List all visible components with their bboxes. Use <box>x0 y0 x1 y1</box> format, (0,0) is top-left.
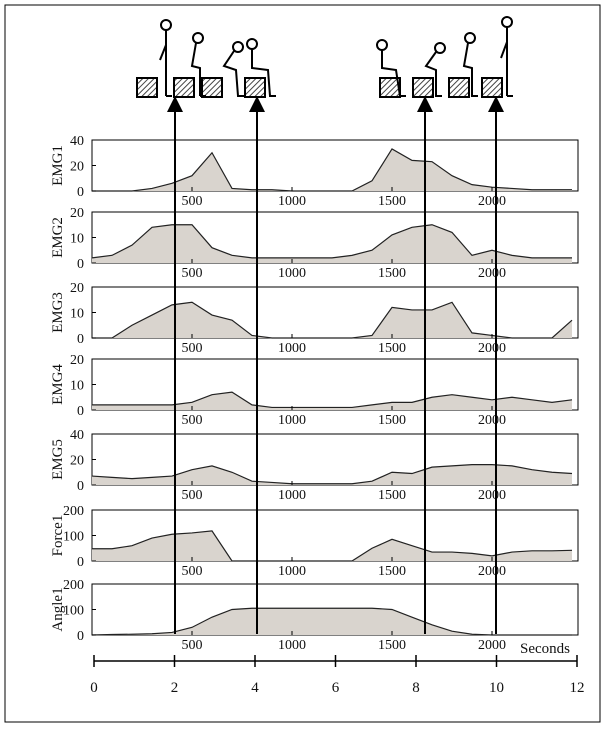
area-fill <box>92 530 572 561</box>
y-tick-label: 0 <box>77 257 84 272</box>
y-tick-label: 10 <box>70 379 84 394</box>
x-tick-label: 500 <box>182 488 203 503</box>
x-tick-label: 500 <box>182 266 203 281</box>
x-tick-label: 500 <box>182 341 203 356</box>
x-tick-label: 6 <box>332 680 340 696</box>
y-axis-label: EMG4 <box>50 364 66 405</box>
plot-frame <box>91 139 579 192</box>
y-tick-label: 20 <box>70 454 84 469</box>
y-tick-label: 20 <box>70 160 84 175</box>
x-tick-label: 1000 <box>278 266 306 281</box>
x-tick-label: 2000 <box>478 413 506 428</box>
y-axis-label: EMG3 <box>50 292 66 333</box>
x-tick-label: 8 <box>412 680 420 696</box>
y-tick-label: 10 <box>70 232 84 247</box>
area-fill <box>92 464 572 485</box>
y-tick-label: 20 <box>70 353 84 368</box>
x-tick-label: 1500 <box>378 413 406 428</box>
x-tick-label: 500 <box>182 638 203 653</box>
x-tick-label: 4 <box>251 680 259 696</box>
area-fill <box>92 392 572 410</box>
x-tick-label: 1000 <box>278 413 306 428</box>
y-tick-label: 0 <box>77 629 84 644</box>
x-tick-label: 2000 <box>478 638 506 653</box>
arrows <box>167 96 504 634</box>
y-axis-label: EMG1 <box>50 145 66 186</box>
x-tick-label: 1500 <box>378 564 406 579</box>
x-tick-label: 10 <box>489 680 504 696</box>
area-fill <box>92 302 572 338</box>
y-tick-label: 0 <box>77 332 84 347</box>
x-tick-label: 1500 <box>378 488 406 503</box>
x-tick-label: 2 <box>171 680 179 696</box>
x-tick-label: 1000 <box>278 564 306 579</box>
y-axis-label: EMG2 <box>50 217 66 258</box>
y-tick-label: 0 <box>77 404 84 419</box>
area-fill <box>92 148 572 191</box>
area-line <box>91 224 572 259</box>
y-tick-label: 40 <box>70 134 84 149</box>
y-tick-label: 20 <box>70 206 84 221</box>
x-tick-label: 1000 <box>278 638 306 653</box>
y-tick-label: 100 <box>63 530 84 545</box>
x-tick-label: 2000 <box>478 266 506 281</box>
y-axis-label: Force1 <box>50 515 66 557</box>
area-fill <box>92 608 572 635</box>
frame <box>4 4 601 723</box>
x-tick-label: 2000 <box>478 488 506 503</box>
area-fill <box>92 224 572 263</box>
y-tick-label: 10 <box>70 307 84 322</box>
box <box>136 77 503 98</box>
stick-figures <box>159 16 513 97</box>
x-tick-label: 1000 <box>278 488 306 503</box>
x-tick-label: 12 <box>570 680 585 696</box>
y-tick-label: 40 <box>70 428 84 443</box>
x-tick-label: 1500 <box>378 638 406 653</box>
y-axis-label: Angle1 <box>50 587 66 631</box>
y-tick-label: 100 <box>63 604 84 619</box>
posture-icons <box>136 16 513 98</box>
y-tick-label: 200 <box>63 578 84 593</box>
x-tick-label: 2000 <box>478 194 506 209</box>
x-tick-label: 500 <box>182 194 203 209</box>
area-line <box>92 391 573 409</box>
y-tick-label: 0 <box>77 555 84 570</box>
y-tick-label: 20 <box>70 281 84 296</box>
area-line <box>91 464 573 485</box>
x-tick-label: 1000 <box>278 341 306 356</box>
x-tick-label: 2000 <box>478 341 506 356</box>
x-tick-label: 1000 <box>278 194 306 209</box>
x-tick-label: 1500 <box>378 341 406 356</box>
area-line <box>92 530 573 562</box>
y-tick-label: 200 <box>63 504 84 519</box>
y-axis-label: EMG5 <box>50 439 66 480</box>
x-tick-label: 2000 <box>478 564 506 579</box>
x-tick-label: 500 <box>182 413 203 428</box>
x-axis-label: Seconds <box>520 641 570 657</box>
x-tick-label: 1500 <box>378 194 406 209</box>
y-tick-label: 0 <box>77 479 84 494</box>
x-tick-label: 1500 <box>378 266 406 281</box>
x-tick-label: 500 <box>182 564 203 579</box>
x-tick-label: 0 <box>90 680 98 696</box>
y-tick-label: 0 <box>77 185 84 200</box>
